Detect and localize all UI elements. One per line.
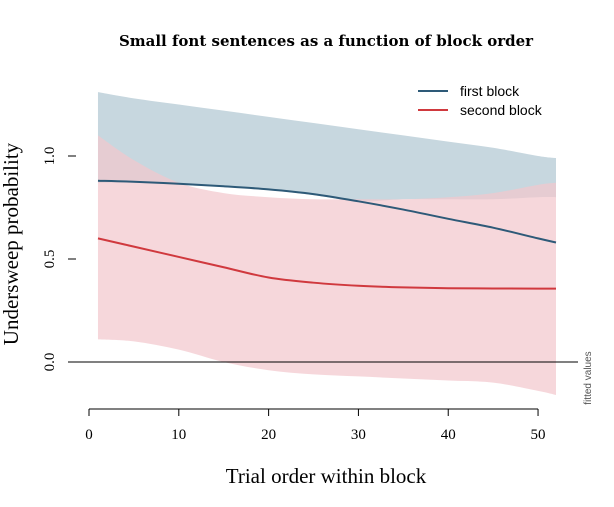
chart-title: Small font sentences as a function of bl… [119, 32, 534, 50]
y-axis: 0.0 0.5 1.0 [42, 147, 76, 372]
line-second-block [97, 237, 557, 290]
legend-label: first block [460, 83, 520, 99]
y-tick-label: 0.0 [42, 353, 58, 372]
x-axis-label: Trial order within block [226, 464, 427, 488]
x-tick-label: 30 [351, 427, 366, 443]
y-axis-label: Undersweep probability [0, 142, 23, 345]
x-axis: 0 10 20 30 40 50 [85, 408, 546, 443]
x-tick-label: 40 [441, 427, 456, 443]
y-tick-label: 1.0 [42, 147, 58, 166]
x-tick-label: 50 [531, 427, 546, 443]
line-first-block [97, 179, 557, 244]
series-lines [97, 179, 557, 290]
confidence-bands [97, 92, 556, 395]
x-tick-label: 10 [171, 427, 186, 443]
x-tick-label: 0 [85, 427, 93, 443]
legend-label: second block [460, 102, 543, 118]
y-tick-label: 0.5 [42, 250, 58, 269]
band-first-block [97, 92, 556, 202]
fitted-values-note: fitted values [583, 351, 594, 404]
x-tick-label: 20 [261, 427, 276, 443]
legend: first block second block [418, 83, 543, 118]
band-second-block [97, 135, 556, 395]
